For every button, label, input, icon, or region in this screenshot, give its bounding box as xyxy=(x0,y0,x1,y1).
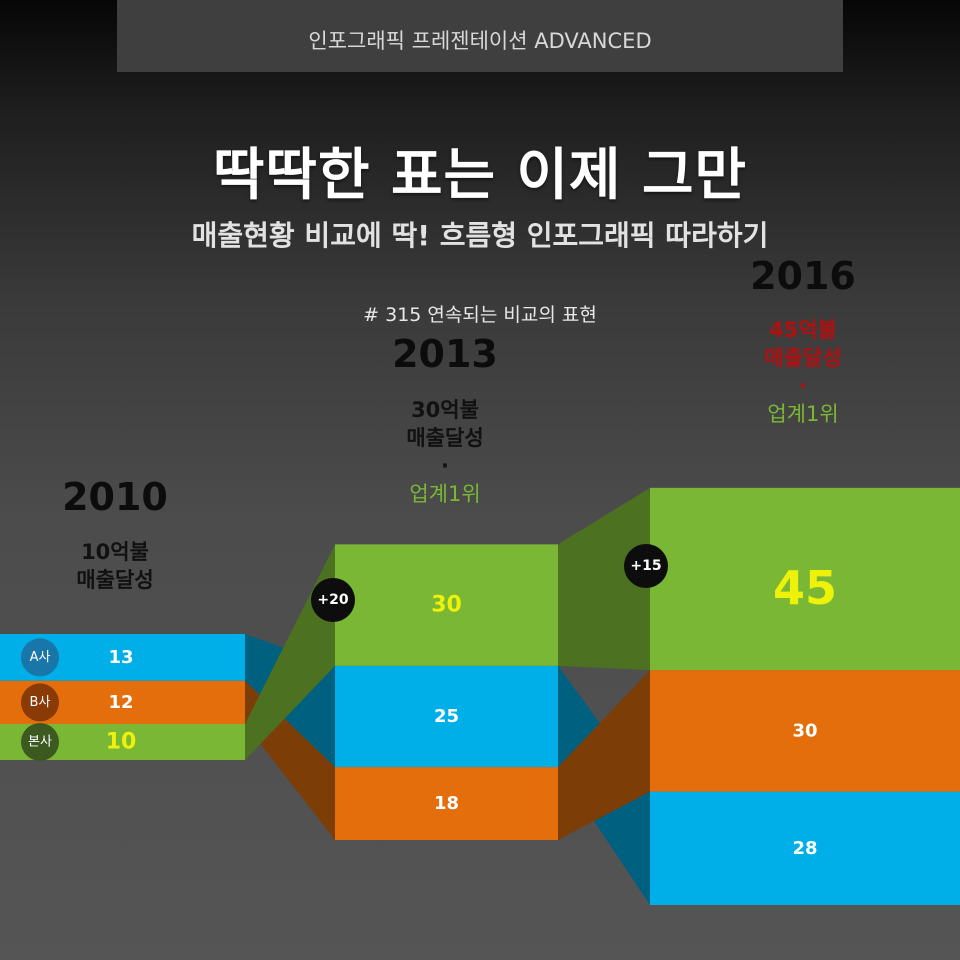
note-2016-line1: 45억불 xyxy=(769,318,837,342)
note-2010: 10억불 매출달성 xyxy=(40,538,190,594)
note-2016-dot: · xyxy=(799,374,807,398)
value-label-own-2010: 10 xyxy=(106,730,137,755)
header-banner: 인포그래픽 프레젠테이션 ADVANCED xyxy=(117,0,843,72)
bar-b-2013 xyxy=(335,767,558,840)
year-2010: 2010 xyxy=(62,475,168,519)
value-label-a-2013: 25 xyxy=(434,706,459,727)
legend-badge-b xyxy=(21,683,59,722)
note-2010-line2: 매출달성 xyxy=(76,568,154,592)
connector-own-2013-2016 xyxy=(558,487,650,671)
page-subtitle: 매출현황 비교에 딱! 흐름형 인포그래픽 따라하기 xyxy=(191,219,769,252)
note-2016-line2: 매출달성 xyxy=(764,346,842,370)
legend-label-own: 본사 xyxy=(28,735,52,750)
year-2016: 2016 xyxy=(750,254,856,298)
value-label-b-2010: 12 xyxy=(108,692,133,713)
note-2013-rank: 업계1위 xyxy=(409,482,481,506)
value-label-a-2010: 13 xyxy=(108,647,133,668)
value-label-b-2013: 18 xyxy=(434,793,459,814)
legend-label-b: B사 xyxy=(30,695,51,710)
value-label-a-2016: 28 xyxy=(792,838,817,859)
bar-b-2016 xyxy=(650,670,960,792)
note-2016-rank: 업계1위 xyxy=(767,402,839,426)
note-2013-line1: 30억불 xyxy=(411,398,479,422)
bar-own-2016 xyxy=(650,487,960,671)
value-label-own-2016: 45 xyxy=(773,561,837,615)
page-title: 딱딱한 표는 이제 그만 xyxy=(212,143,748,208)
bar-own-2013 xyxy=(335,544,558,666)
year-2013: 2013 xyxy=(392,332,498,376)
note-2013-line2: 매출달성 xyxy=(406,426,484,450)
note-2013: 30억불 매출달성 · 업계1위 xyxy=(370,396,520,508)
note-2013-dot: · xyxy=(441,454,449,478)
connector-b-2013-2016 xyxy=(558,670,650,840)
legend-badge-a xyxy=(21,638,59,677)
bar-a-2013 xyxy=(335,665,558,768)
increment-label-2: +15 xyxy=(630,558,661,574)
note-2016: 45억불 매출달성 · 업계1위 xyxy=(728,316,878,428)
bar-a-2016 xyxy=(650,791,960,905)
increment-label-1: +20 xyxy=(317,592,348,608)
series-label: # 315 연속되는 비교의 표현 xyxy=(363,304,597,326)
legend-badge-own xyxy=(21,723,59,761)
value-label-own-2013: 30 xyxy=(431,593,462,618)
note-2010-line1: 10억불 xyxy=(81,540,149,564)
value-label-b-2016: 30 xyxy=(792,720,817,741)
increment-badge-2 xyxy=(624,544,668,588)
increment-badge-1 xyxy=(311,578,355,622)
legend-label-a: A사 xyxy=(30,650,51,665)
